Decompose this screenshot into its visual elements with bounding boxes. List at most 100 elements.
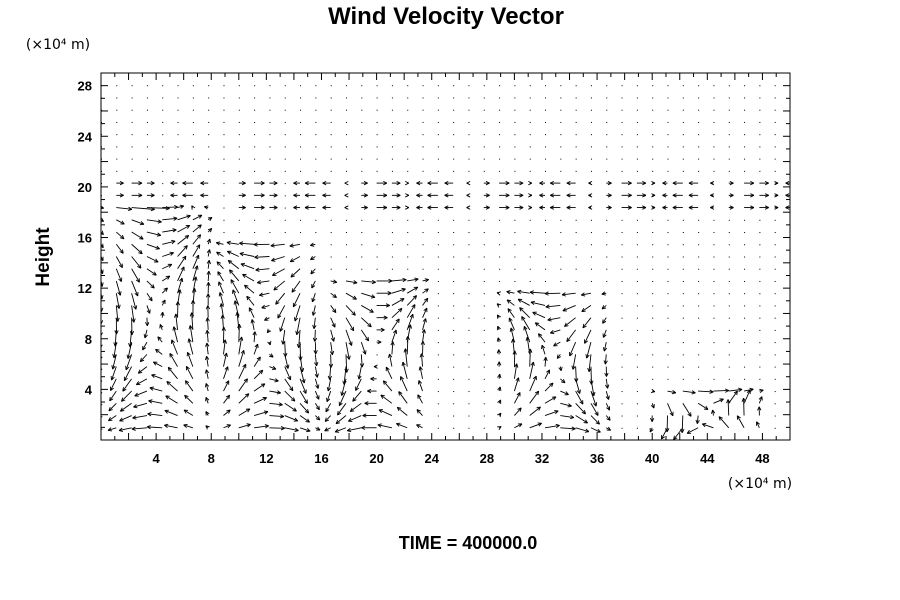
wind-vector <box>688 180 699 186</box>
wind-vector <box>560 414 575 420</box>
wind-vector <box>162 109 164 111</box>
wind-vector <box>407 158 409 160</box>
wind-vector <box>529 121 531 123</box>
wind-vector <box>139 354 148 363</box>
wind-vector <box>759 205 769 210</box>
wind-vector <box>391 329 398 343</box>
wind-vector <box>566 193 576 198</box>
wind-vector <box>774 193 779 198</box>
wind-vector <box>774 403 776 405</box>
wind-vector <box>239 252 255 257</box>
wind-vector <box>544 291 561 296</box>
wind-vector <box>345 232 347 234</box>
wind-vector <box>437 256 439 258</box>
wind-vector <box>713 121 715 123</box>
wind-vector <box>177 134 179 136</box>
wind-vector <box>650 388 656 394</box>
wind-vector <box>571 354 577 370</box>
wind-vector <box>437 219 439 221</box>
wind-vector <box>177 121 179 123</box>
wind-vector <box>697 402 709 410</box>
wind-vector <box>361 232 363 234</box>
wind-vector <box>422 288 429 294</box>
wind-vector <box>315 85 317 87</box>
wind-vector <box>101 391 103 394</box>
wind-vector <box>161 287 168 294</box>
wind-vector <box>584 329 592 344</box>
y-tick-label: 20 <box>78 180 92 195</box>
wind-vector <box>427 193 438 198</box>
wind-vector <box>466 193 471 198</box>
wind-vector <box>147 412 163 417</box>
wind-vector <box>238 121 240 123</box>
wind-vector <box>177 97 179 99</box>
wind-vector <box>728 180 734 186</box>
wind-vector <box>116 85 118 87</box>
wind-vector <box>621 180 632 186</box>
wind-vector <box>711 409 716 416</box>
wind-vector <box>575 146 577 148</box>
wind-vector <box>162 97 164 99</box>
y-tick-label: 4 <box>85 382 93 397</box>
wind-vector <box>499 219 501 221</box>
wind-vector <box>453 293 455 295</box>
wind-vector <box>364 401 377 406</box>
wind-vector <box>695 415 700 424</box>
wind-vector <box>242 273 255 282</box>
wind-vector <box>636 403 638 405</box>
wind-vector <box>468 244 470 246</box>
wind-vector <box>562 305 576 312</box>
y-tick-label: 28 <box>78 79 92 94</box>
wind-vector <box>345 256 347 258</box>
wind-vector <box>116 170 118 172</box>
wind-vector <box>453 378 455 380</box>
wind-vector <box>672 205 683 210</box>
wind-vector <box>514 256 516 258</box>
wind-vector <box>223 409 231 416</box>
wind-vector <box>345 219 347 221</box>
wind-vector <box>300 170 302 172</box>
wind-vector <box>255 267 270 272</box>
wind-vector <box>590 146 592 148</box>
wind-vector <box>422 134 424 136</box>
vector-field <box>101 85 790 440</box>
wind-vector <box>483 293 485 295</box>
wind-vector <box>300 146 302 148</box>
wind-vector <box>543 356 548 367</box>
wind-vector <box>299 403 310 414</box>
wind-vector <box>621 329 623 331</box>
wind-vector <box>330 134 332 136</box>
wind-vector <box>310 268 316 275</box>
wind-vector <box>774 256 776 258</box>
wind-vector <box>355 378 362 391</box>
wind-vector <box>744 146 746 148</box>
wind-vector <box>667 329 669 331</box>
wind-vector <box>146 85 148 87</box>
wind-vector <box>172 326 178 343</box>
wind-vector <box>575 256 577 258</box>
wind-vector <box>437 366 439 368</box>
wind-vector <box>229 269 240 282</box>
wind-vector <box>422 158 424 160</box>
wind-vector <box>499 134 501 136</box>
wind-vector <box>116 206 133 212</box>
wind-vector <box>521 316 531 331</box>
wind-vector <box>284 170 286 172</box>
wind-vector <box>590 268 592 270</box>
wind-vector <box>497 373 502 379</box>
wind-vector <box>672 193 683 198</box>
wind-vector <box>406 304 416 318</box>
wind-vector <box>713 329 715 331</box>
wind-vector <box>437 232 439 234</box>
wind-vector <box>757 406 762 416</box>
wind-vector <box>774 244 776 246</box>
wind-vector <box>376 327 385 333</box>
wind-vector <box>575 415 588 424</box>
wind-vector <box>361 425 377 430</box>
wind-vector <box>665 415 670 433</box>
wind-vector <box>385 366 393 380</box>
wind-vector <box>131 219 145 226</box>
wind-vector <box>254 134 256 136</box>
wind-vector <box>407 219 409 221</box>
wind-vector <box>376 180 388 186</box>
